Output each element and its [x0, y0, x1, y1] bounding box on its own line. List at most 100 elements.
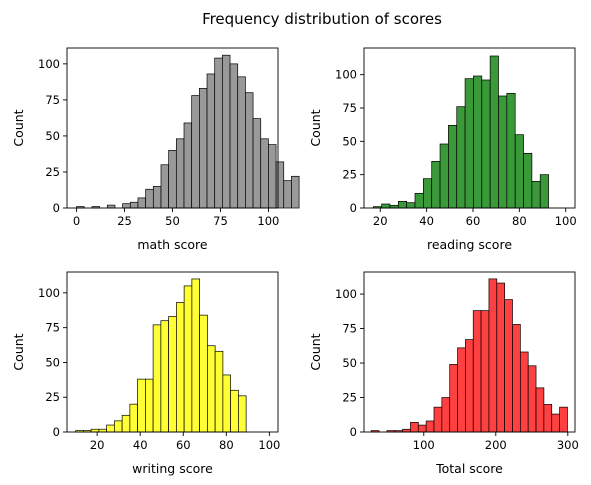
histogram-bar — [559, 406, 568, 433]
histogram-bar — [206, 73, 216, 209]
histogram-bar — [214, 57, 223, 209]
axes-frame — [66, 271, 279, 433]
histogram-bar — [551, 413, 560, 433]
histogram-bar — [122, 203, 131, 209]
y-tick-label: 25 — [45, 390, 60, 404]
histogram-bar — [465, 339, 474, 433]
histogram-bar — [425, 420, 435, 433]
y-axis-label: Count — [11, 109, 26, 146]
histogram-bar — [222, 54, 231, 209]
histogram-bar — [431, 160, 441, 209]
histogram-bar — [406, 202, 416, 209]
y-tick-label: 25 — [342, 168, 357, 182]
histogram-bar — [114, 420, 123, 433]
histogram-bar — [410, 421, 419, 433]
histogram-bar — [160, 164, 170, 209]
x-tick-label: 40 — [133, 438, 148, 452]
histogram-bar — [145, 378, 154, 433]
histogram-bar — [137, 378, 146, 433]
subplot-reading-score: 20 40 60 80 100 0 25 50 75 100 reading score Count — [308, 47, 577, 252]
histogram-bar — [260, 138, 269, 209]
histogram-bar — [506, 92, 516, 209]
histogram-bar — [481, 79, 491, 209]
histogram-bar — [129, 403, 138, 433]
histogram-bar — [199, 314, 208, 433]
histogram-bar — [191, 95, 200, 209]
histogram-bar — [214, 350, 224, 433]
x-axis-label: Total score — [435, 461, 503, 476]
x-tick-label: 100 — [555, 214, 577, 228]
x-tick-label: 80 — [219, 438, 234, 452]
histogram-bar — [527, 365, 537, 433]
figure-title: Frequency distribution of scores — [202, 10, 442, 28]
x-tick-label: 40 — [419, 214, 434, 228]
x-axis-label: writing score — [132, 461, 213, 476]
y-axis-label: Count — [308, 109, 323, 146]
y-tick-label: 25 — [45, 165, 60, 179]
histogram-bar — [275, 161, 285, 209]
histogram-bar — [230, 389, 239, 433]
y-tick-label: 75 — [342, 101, 357, 115]
x-tick-label: 75 — [213, 214, 228, 228]
x-tick-label: 100 — [413, 438, 435, 452]
histogram-bar — [145, 188, 154, 209]
histogram-bar — [252, 118, 262, 209]
y-tick-label: 100 — [335, 68, 357, 82]
histogram-bar — [456, 106, 466, 209]
y-tick-label: 75 — [45, 93, 60, 107]
x-tick-label: 80 — [512, 214, 527, 228]
histogram-bar — [512, 324, 521, 433]
histogram-bar — [245, 92, 254, 209]
histogram-bar — [439, 143, 449, 209]
histogram-bar — [417, 424, 427, 433]
histogram-bar — [496, 282, 505, 433]
histogram-bar — [291, 175, 300, 209]
y-tick-label: 100 — [38, 286, 60, 300]
x-tick-label: 20 — [373, 214, 388, 228]
histogram-bar — [176, 302, 185, 433]
histogram-bar — [237, 76, 246, 209]
histogram-bar — [449, 364, 458, 433]
y-tick-label: 25 — [342, 391, 357, 405]
histogram-bar — [414, 192, 424, 209]
y-tick-label: 50 — [342, 356, 357, 370]
histogram-bar — [480, 310, 490, 433]
histogram-bar — [457, 347, 466, 433]
y-axis-label: Count — [308, 333, 323, 370]
histogram-bar — [137, 197, 146, 209]
histogram-bar — [160, 320, 169, 433]
histogram-bar — [397, 200, 408, 209]
x-tick-label: 300 — [557, 438, 579, 452]
y-tick-label: 100 — [335, 287, 357, 301]
x-tick-label: 200 — [485, 438, 507, 452]
histogram-bar — [464, 78, 474, 209]
histogram-bar — [207, 345, 216, 433]
y-tick-label: 75 — [342, 322, 357, 336]
histogram-bar — [106, 424, 115, 433]
histogram-bar — [183, 285, 193, 433]
histogram-bar — [191, 278, 200, 433]
y-tick-label: 100 — [38, 57, 60, 71]
histogram-bar — [381, 203, 391, 209]
histogram-bar — [448, 124, 458, 209]
histogram-bar — [473, 75, 483, 209]
x-tick-label: 100 — [257, 214, 279, 228]
y-tick-label: 0 — [350, 425, 357, 439]
histogram-bar — [535, 387, 545, 433]
histogram-bar — [283, 180, 292, 209]
y-axis-label: Count — [11, 333, 26, 370]
histogram-bar — [543, 404, 553, 433]
histogram-bar — [531, 180, 541, 209]
x-axis-label: math score — [137, 237, 208, 252]
y-tick-label: 0 — [53, 425, 60, 439]
histogram-bar — [175, 138, 185, 209]
x-axis-label: reading score — [427, 237, 512, 252]
axes-frame — [363, 47, 576, 209]
histogram-bar — [539, 174, 549, 209]
histogram-bar — [199, 88, 208, 209]
y-tick-label: 50 — [45, 355, 60, 369]
subplot-math-score: 0 25 50 75 100 0 25 50 75 100 math score Count — [11, 47, 300, 252]
histogram-bar — [268, 144, 277, 209]
